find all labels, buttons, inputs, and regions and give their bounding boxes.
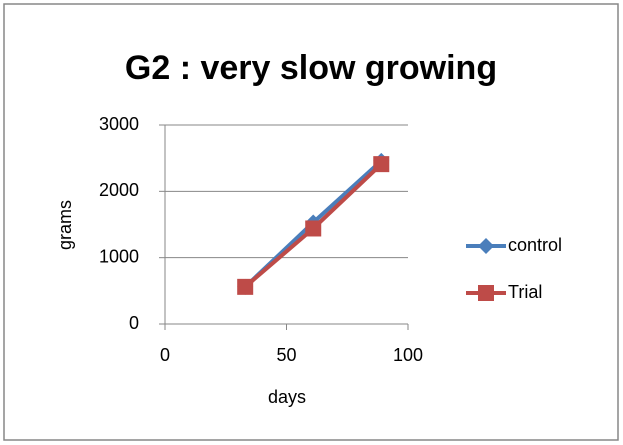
point xyxy=(305,220,322,237)
x-tick-label: 100 xyxy=(393,345,423,365)
x-tick-label: 50 xyxy=(276,345,296,365)
y-tick-label: 0 xyxy=(129,313,139,333)
point xyxy=(237,278,254,295)
legend-label: Trial xyxy=(508,282,542,302)
x-axis-label: days xyxy=(268,387,306,407)
y-tick-label: 2000 xyxy=(99,180,139,200)
legend-marker xyxy=(478,285,494,301)
legend-label: control xyxy=(508,235,562,255)
chart-title: G2 : very slow growing xyxy=(125,49,497,87)
legend-marker xyxy=(478,238,494,254)
y-axis-label: grams xyxy=(55,200,75,250)
x-tick-label: 0 xyxy=(160,345,170,365)
point xyxy=(373,156,390,173)
y-tick-label: 1000 xyxy=(99,246,139,266)
y-tick-label: 3000 xyxy=(99,114,139,134)
